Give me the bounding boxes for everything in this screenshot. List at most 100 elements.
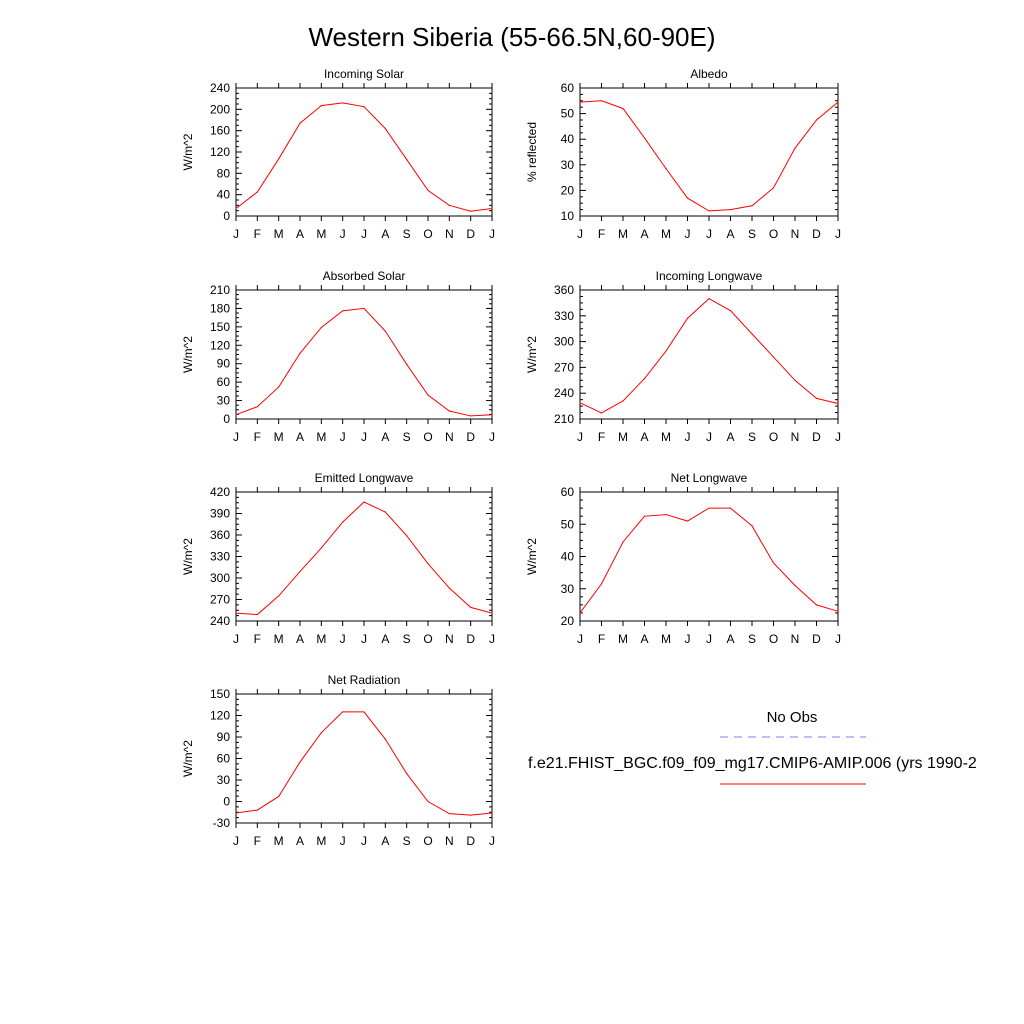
x-tick-label: M bbox=[618, 632, 628, 646]
y-tick-label: 50 bbox=[561, 517, 575, 531]
data-point bbox=[708, 298, 710, 300]
x-tick-label: J bbox=[340, 430, 346, 444]
x-tick-label: J bbox=[489, 834, 495, 848]
x-tick-label: S bbox=[748, 430, 756, 444]
y-tick-label: 180 bbox=[210, 301, 230, 315]
x-tick-label: N bbox=[445, 834, 454, 848]
data-point bbox=[600, 583, 603, 585]
x-tick-label: S bbox=[403, 834, 411, 848]
y-tick-label: 60 bbox=[217, 752, 231, 766]
data-point bbox=[342, 310, 344, 312]
y-tick-label: 120 bbox=[210, 709, 230, 723]
x-tick-label: A bbox=[296, 632, 304, 646]
x-tick-label: D bbox=[466, 227, 475, 241]
x-tick-label: J bbox=[361, 430, 367, 444]
x-tick-label: A bbox=[726, 227, 734, 241]
data-point bbox=[406, 535, 408, 537]
data-point bbox=[448, 204, 450, 206]
data-point bbox=[299, 352, 301, 354]
y-tick-label: 270 bbox=[210, 593, 230, 607]
y-tick-label: 60 bbox=[561, 485, 575, 499]
data-point bbox=[235, 612, 237, 614]
data-point bbox=[384, 511, 386, 513]
x-tick-label: M bbox=[316, 430, 326, 444]
data-point bbox=[643, 377, 646, 380]
x-tick-label: A bbox=[296, 834, 304, 848]
series-line bbox=[235, 501, 493, 616]
x-tick-label: D bbox=[812, 227, 821, 241]
y-tick-label: 420 bbox=[210, 485, 230, 499]
data-point bbox=[708, 507, 710, 509]
x-tick-label: D bbox=[466, 632, 475, 646]
plot-frame bbox=[579, 289, 839, 420]
x-tick-label: J bbox=[340, 227, 346, 241]
data-point bbox=[751, 333, 753, 335]
x-tick-label: J bbox=[835, 430, 841, 444]
data-point bbox=[448, 410, 450, 412]
data-point bbox=[837, 101, 839, 103]
data-point bbox=[815, 604, 818, 606]
x-tick-label: A bbox=[296, 430, 304, 444]
y-tick-label: 330 bbox=[210, 550, 230, 564]
data-point bbox=[665, 168, 667, 170]
y-tick-label: 120 bbox=[210, 145, 230, 159]
y-tick-label: 60 bbox=[217, 375, 231, 389]
data-point bbox=[427, 800, 429, 803]
data-point bbox=[600, 100, 603, 102]
y-axis-label: W/m^2 bbox=[181, 336, 195, 373]
x-tick-label: N bbox=[445, 227, 454, 241]
x-tick-label: N bbox=[791, 430, 800, 444]
panel-title: Emitted Longwave bbox=[315, 471, 414, 485]
x-tick-label: S bbox=[403, 430, 411, 444]
data-point bbox=[342, 711, 344, 713]
data-point bbox=[729, 209, 732, 211]
x-tick-label: A bbox=[381, 632, 389, 646]
panel-title: Incoming Solar bbox=[324, 67, 404, 81]
data-point bbox=[491, 612, 493, 614]
data-point bbox=[448, 813, 450, 815]
y-tick-label: 150 bbox=[210, 687, 230, 701]
data-point bbox=[470, 606, 472, 608]
x-tick-label: J bbox=[340, 834, 346, 848]
x-tick-label: J bbox=[685, 430, 691, 444]
x-tick-label: J bbox=[706, 632, 712, 646]
x-tick-label: J bbox=[489, 430, 495, 444]
x-tick-label: J bbox=[361, 834, 367, 848]
x-tick-label: O bbox=[769, 430, 778, 444]
panel-title: Albedo bbox=[690, 67, 728, 81]
x-tick-label: F bbox=[254, 430, 261, 444]
data-point bbox=[751, 525, 753, 527]
series-line bbox=[579, 507, 839, 614]
series-line bbox=[235, 102, 493, 212]
y-tick-label: 20 bbox=[561, 183, 575, 197]
data-point bbox=[622, 107, 624, 110]
data-point bbox=[406, 363, 408, 365]
x-tick-label: M bbox=[618, 430, 628, 444]
x-tick-label: J bbox=[361, 227, 367, 241]
x-tick-label: M bbox=[618, 227, 628, 241]
legend: No Obs f.e21.FHIST_BGC.f09_f09_mg17.CMIP… bbox=[528, 709, 977, 785]
y-tick-label: 150 bbox=[210, 320, 230, 334]
x-tick-label: M bbox=[661, 227, 671, 241]
x-tick-label: J bbox=[340, 632, 346, 646]
data-point bbox=[363, 711, 365, 713]
x-tick-label: S bbox=[403, 227, 411, 241]
y-tick-label: -30 bbox=[213, 816, 231, 830]
x-tick-label: A bbox=[640, 632, 648, 646]
data-point bbox=[320, 547, 322, 549]
x-tick-label: J bbox=[835, 632, 841, 646]
y-tick-label: 80 bbox=[217, 166, 231, 180]
x-tick-label: M bbox=[316, 227, 326, 241]
x-tick-label: A bbox=[640, 227, 648, 241]
x-tick-label: D bbox=[812, 430, 821, 444]
data-point bbox=[299, 570, 301, 573]
x-tick-label: J bbox=[233, 834, 239, 848]
x-tick-label: F bbox=[254, 834, 261, 848]
x-tick-label: J bbox=[685, 632, 691, 646]
data-point bbox=[491, 414, 493, 416]
